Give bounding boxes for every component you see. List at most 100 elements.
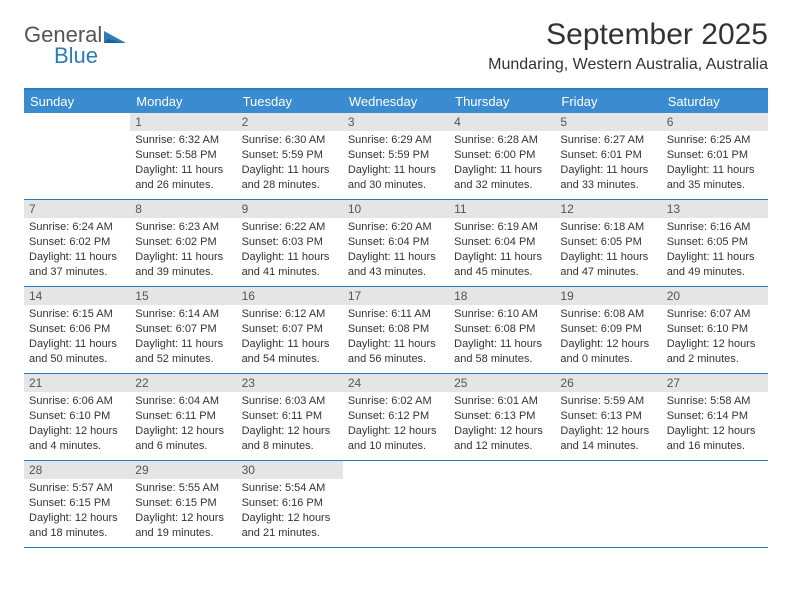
sunrise-text: Sunrise: 6:01 AM — [454, 394, 550, 409]
day-number: 29 — [130, 461, 236, 479]
day-cell: 11Sunrise: 6:19 AMSunset: 6:04 PMDayligh… — [449, 200, 555, 286]
daylight-line1: Daylight: 11 hours — [242, 337, 338, 352]
day-body: Sunrise: 6:02 AMSunset: 6:12 PMDaylight:… — [343, 392, 449, 459]
daylight-line2: and 16 minutes. — [667, 439, 763, 454]
day-cell: 8Sunrise: 6:23 AMSunset: 6:02 PMDaylight… — [130, 200, 236, 286]
day-cell: 24Sunrise: 6:02 AMSunset: 6:12 PMDayligh… — [343, 374, 449, 460]
day-cell: 4Sunrise: 6:28 AMSunset: 6:00 PMDaylight… — [449, 113, 555, 199]
sunset-text: Sunset: 6:11 PM — [242, 409, 338, 424]
day-cell: 23Sunrise: 6:03 AMSunset: 6:11 PMDayligh… — [237, 374, 343, 460]
day-cell: 26Sunrise: 5:59 AMSunset: 6:13 PMDayligh… — [555, 374, 661, 460]
daylight-line1: Daylight: 12 hours — [242, 424, 338, 439]
day-body: Sunrise: 6:25 AMSunset: 6:01 PMDaylight:… — [662, 131, 768, 198]
daylight-line1: Daylight: 11 hours — [348, 163, 444, 178]
sunset-text: Sunset: 6:15 PM — [135, 496, 231, 511]
sunset-text: Sunset: 6:10 PM — [667, 322, 763, 337]
sunrise-text: Sunrise: 6:27 AM — [560, 133, 656, 148]
daylight-line1: Daylight: 11 hours — [667, 163, 763, 178]
weekday-wednesday: Wednesday — [343, 90, 449, 113]
sunset-text: Sunset: 6:02 PM — [135, 235, 231, 250]
daylight-line2: and 41 minutes. — [242, 265, 338, 280]
day-number: 4 — [449, 113, 555, 131]
sunrise-text: Sunrise: 6:03 AM — [242, 394, 338, 409]
day-cell: 21Sunrise: 6:06 AMSunset: 6:10 PMDayligh… — [24, 374, 130, 460]
daylight-line1: Daylight: 11 hours — [29, 250, 125, 265]
day-cell: 28Sunrise: 5:57 AMSunset: 6:15 PMDayligh… — [24, 461, 130, 547]
day-body: Sunrise: 6:12 AMSunset: 6:07 PMDaylight:… — [237, 305, 343, 372]
daylight-line1: Daylight: 12 hours — [560, 424, 656, 439]
daylight-line2: and 45 minutes. — [454, 265, 550, 280]
daylight-line2: and 37 minutes. — [29, 265, 125, 280]
day-body: Sunrise: 6:08 AMSunset: 6:09 PMDaylight:… — [555, 305, 661, 372]
day-number: 14 — [24, 287, 130, 305]
day-body: Sunrise: 6:01 AMSunset: 6:13 PMDaylight:… — [449, 392, 555, 459]
day-cell: 18Sunrise: 6:10 AMSunset: 6:08 PMDayligh… — [449, 287, 555, 373]
sunset-text: Sunset: 5:58 PM — [135, 148, 231, 163]
day-number: 18 — [449, 287, 555, 305]
day-cell: 30Sunrise: 5:54 AMSunset: 6:16 PMDayligh… — [237, 461, 343, 547]
day-number: 19 — [555, 287, 661, 305]
daylight-line2: and 18 minutes. — [29, 526, 125, 541]
sunset-text: Sunset: 6:07 PM — [242, 322, 338, 337]
day-number: 5 — [555, 113, 661, 131]
day-number: 21 — [24, 374, 130, 392]
day-body: Sunrise: 6:06 AMSunset: 6:10 PMDaylight:… — [24, 392, 130, 459]
day-body: Sunrise: 6:15 AMSunset: 6:06 PMDaylight:… — [24, 305, 130, 372]
day-cell: 7Sunrise: 6:24 AMSunset: 6:02 PMDaylight… — [24, 200, 130, 286]
daylight-line1: Daylight: 11 hours — [242, 163, 338, 178]
day-body: Sunrise: 6:28 AMSunset: 6:00 PMDaylight:… — [449, 131, 555, 198]
weekday-tuesday: Tuesday — [237, 90, 343, 113]
daylight-line2: and 10 minutes. — [348, 439, 444, 454]
daylight-line1: Daylight: 12 hours — [242, 511, 338, 526]
daylight-line1: Daylight: 11 hours — [135, 250, 231, 265]
sunset-text: Sunset: 6:08 PM — [348, 322, 444, 337]
daylight-line1: Daylight: 12 hours — [348, 424, 444, 439]
day-body: Sunrise: 6:10 AMSunset: 6:08 PMDaylight:… — [449, 305, 555, 372]
sunset-text: Sunset: 6:11 PM — [135, 409, 231, 424]
sunrise-text: Sunrise: 6:22 AM — [242, 220, 338, 235]
sunrise-text: Sunrise: 5:59 AM — [560, 394, 656, 409]
day-cell: 19Sunrise: 6:08 AMSunset: 6:09 PMDayligh… — [555, 287, 661, 373]
daylight-line2: and 14 minutes. — [560, 439, 656, 454]
week-row: 1Sunrise: 6:32 AMSunset: 5:58 PMDaylight… — [24, 113, 768, 200]
daylight-line2: and 19 minutes. — [135, 526, 231, 541]
day-body: Sunrise: 5:54 AMSunset: 6:16 PMDaylight:… — [237, 479, 343, 546]
day-cell: 3Sunrise: 6:29 AMSunset: 5:59 PMDaylight… — [343, 113, 449, 199]
daylight-line2: and 4 minutes. — [29, 439, 125, 454]
daylight-line1: Daylight: 11 hours — [454, 163, 550, 178]
sunset-text: Sunset: 6:05 PM — [667, 235, 763, 250]
day-cell — [24, 113, 130, 199]
daylight-line2: and 0 minutes. — [560, 352, 656, 367]
day-cell: 13Sunrise: 6:16 AMSunset: 6:05 PMDayligh… — [662, 200, 768, 286]
day-cell: 27Sunrise: 5:58 AMSunset: 6:14 PMDayligh… — [662, 374, 768, 460]
sunset-text: Sunset: 5:59 PM — [348, 148, 444, 163]
daylight-line2: and 47 minutes. — [560, 265, 656, 280]
daylight-line2: and 33 minutes. — [560, 178, 656, 193]
sunset-text: Sunset: 6:04 PM — [348, 235, 444, 250]
day-cell — [343, 461, 449, 547]
day-body: Sunrise: 5:58 AMSunset: 6:14 PMDaylight:… — [662, 392, 768, 459]
sunset-text: Sunset: 6:16 PM — [242, 496, 338, 511]
daylight-line2: and 50 minutes. — [29, 352, 125, 367]
day-cell: 2Sunrise: 6:30 AMSunset: 5:59 PMDaylight… — [237, 113, 343, 199]
day-cell: 20Sunrise: 6:07 AMSunset: 6:10 PMDayligh… — [662, 287, 768, 373]
sunrise-text: Sunrise: 6:08 AM — [560, 307, 656, 322]
day-cell: 9Sunrise: 6:22 AMSunset: 6:03 PMDaylight… — [237, 200, 343, 286]
sunset-text: Sunset: 6:00 PM — [454, 148, 550, 163]
day-body: Sunrise: 6:14 AMSunset: 6:07 PMDaylight:… — [130, 305, 236, 372]
day-body: Sunrise: 5:59 AMSunset: 6:13 PMDaylight:… — [555, 392, 661, 459]
day-cell: 14Sunrise: 6:15 AMSunset: 6:06 PMDayligh… — [24, 287, 130, 373]
day-number: 24 — [343, 374, 449, 392]
month-title: September 2025 — [488, 18, 768, 52]
day-number: 15 — [130, 287, 236, 305]
day-cell — [555, 461, 661, 547]
logo-triangle-icon — [104, 25, 126, 47]
day-number: 10 — [343, 200, 449, 218]
daylight-line2: and 12 minutes. — [454, 439, 550, 454]
day-cell: 5Sunrise: 6:27 AMSunset: 6:01 PMDaylight… — [555, 113, 661, 199]
day-cell: 12Sunrise: 6:18 AMSunset: 6:05 PMDayligh… — [555, 200, 661, 286]
sunset-text: Sunset: 6:14 PM — [667, 409, 763, 424]
daylight-line2: and 6 minutes. — [135, 439, 231, 454]
sunset-text: Sunset: 6:04 PM — [454, 235, 550, 250]
weekday-thursday: Thursday — [449, 90, 555, 113]
